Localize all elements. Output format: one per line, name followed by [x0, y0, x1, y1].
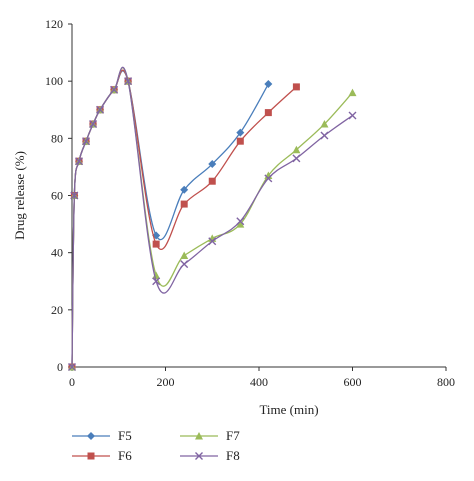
legend-item-f6: F6 [72, 448, 132, 463]
legend-label: F8 [226, 448, 240, 463]
series-f6 [68, 69, 300, 371]
x-tick-label: 800 [437, 375, 455, 389]
data-point-f8 [180, 260, 189, 269]
legend-item-f8: F8 [180, 448, 240, 463]
data-point-f8 [68, 363, 76, 371]
y-tick-label: 20 [51, 303, 63, 317]
legend-swatch-marker [195, 452, 203, 460]
y-tick-label: 60 [51, 189, 63, 203]
data-point-f6 [152, 240, 160, 248]
series-line-f7 [71, 67, 353, 368]
legend-item-f7: F7 [180, 428, 240, 443]
data-point-f8 [292, 154, 301, 163]
legend-item-f5: F5 [72, 428, 132, 443]
legend-label: F5 [118, 428, 132, 443]
data-point-f5 [236, 128, 245, 137]
data-point-f5 [180, 185, 189, 194]
axes: 0 200 400 600 800 0 20 40 60 80 100 120 [45, 17, 455, 389]
data-point-f6 [180, 200, 188, 208]
plot-area [68, 66, 357, 371]
y-tick-label: 40 [51, 246, 63, 260]
x-ticks: 0 200 400 600 800 [69, 367, 455, 389]
data-point-f7 [348, 88, 357, 97]
series-line-f6 [71, 69, 297, 368]
y-ticks: 0 20 40 60 80 100 120 [45, 17, 72, 374]
series-f7 [68, 67, 357, 371]
data-point-f7 [292, 145, 301, 154]
data-point-f8 [82, 137, 91, 146]
x-tick-label: 600 [344, 375, 362, 389]
y-tick-label: 120 [45, 17, 63, 31]
data-point-f6 [264, 109, 272, 117]
x-tick-label: 400 [250, 375, 268, 389]
legend-swatch-marker [195, 432, 203, 440]
data-point-f8 [348, 111, 357, 120]
legend-swatch-marker [87, 432, 95, 440]
data-point-f6 [208, 177, 216, 185]
y-tick-label: 100 [45, 74, 63, 88]
data-point-f7 [320, 120, 329, 128]
legend-label: F6 [118, 448, 132, 463]
y-axis-title: Drug release (%) [12, 151, 27, 240]
legend: F5 F6 F7 F8 [72, 428, 240, 463]
data-point-f7 [180, 251, 189, 260]
data-point-f8 [75, 157, 84, 166]
data-point-f6 [292, 83, 300, 91]
data-point-f8 [264, 174, 273, 183]
data-point-f5 [208, 160, 217, 169]
data-point-f8 [70, 191, 79, 200]
data-point-f6 [236, 137, 244, 145]
x-axis-title: Time (min) [259, 402, 318, 417]
data-point-f7 [236, 220, 245, 228]
data-point-f8 [89, 120, 98, 129]
data-point-f8 [208, 237, 217, 246]
data-point-f8 [236, 217, 245, 226]
legend-label: F7 [226, 428, 240, 443]
legend-swatch-marker [87, 452, 95, 460]
y-tick-label: 0 [57, 360, 63, 374]
series-line-f8 [71, 66, 353, 368]
x-tick-label: 200 [157, 375, 175, 389]
data-point-f5 [264, 80, 273, 89]
data-point-f8 [124, 77, 133, 86]
data-point-f8 [110, 85, 119, 94]
data-point-f8 [152, 277, 161, 286]
series-f8 [68, 66, 357, 371]
data-point-f7 [152, 271, 161, 280]
data-point-f8 [320, 131, 329, 140]
series-f5 [68, 70, 273, 371]
x-tick-label: 0 [69, 375, 75, 389]
data-point-f8 [96, 105, 105, 114]
y-tick-label: 80 [51, 131, 63, 145]
